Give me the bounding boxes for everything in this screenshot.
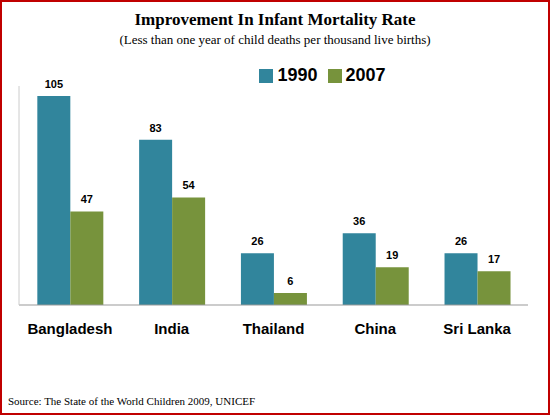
svg-text:47: 47 — [81, 193, 93, 205]
svg-text:6: 6 — [287, 275, 293, 287]
svg-text:17: 17 — [488, 253, 500, 265]
html-text:Improvement In Infant Mortalit: Improvement In Infant Mortality Rate — [134, 10, 416, 29]
svg-text:26: 26 — [251, 235, 263, 247]
svg-text:India: India — [154, 320, 190, 337]
svg-text:83: 83 — [149, 122, 161, 134]
html-text:2007: 2007 — [345, 65, 386, 85]
html-text:(Less than one year of child d: (Less than one year of child deaths per … — [119, 32, 431, 47]
svg-text:Bangladesh: Bangladesh — [27, 320, 112, 337]
svg-text:Sri Lanka: Sri Lanka — [443, 320, 511, 337]
svg-text:105: 105 — [45, 78, 63, 90]
html-text:Source: The State of the World: Source: The State of the World Children … — [8, 395, 256, 407]
svg-text:China: China — [354, 320, 396, 337]
svg-text:54: 54 — [182, 179, 195, 191]
svg-text:36: 36 — [353, 215, 365, 227]
svg-text:Thailand: Thailand — [243, 320, 305, 337]
html-text:1990: 1990 — [277, 65, 318, 85]
svg-text:19: 19 — [386, 249, 398, 261]
svg-text:26: 26 — [455, 235, 467, 247]
